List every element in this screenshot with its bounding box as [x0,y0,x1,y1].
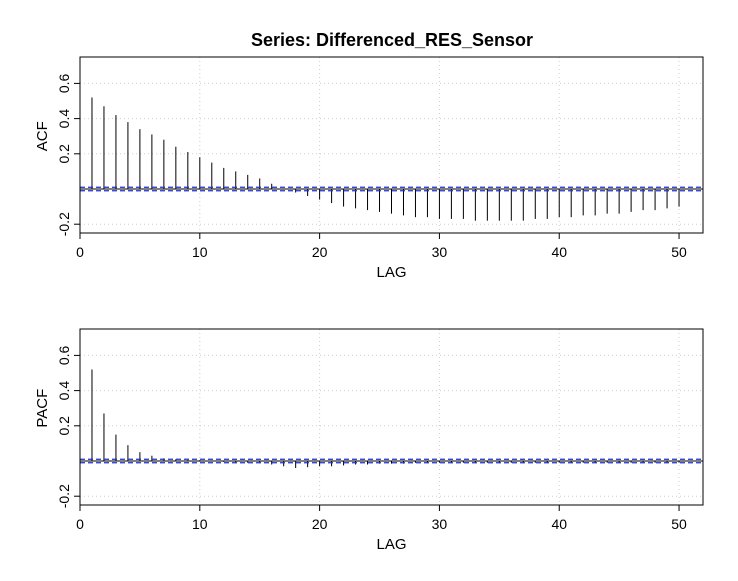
acf-y-tick-label: 0.4 [56,109,72,129]
acf-plot-frame [79,56,704,234]
acf-panel: 0 10 20 30 40 50 -0.2 0.2 0.4 0.6 LAG ACF [34,56,704,281]
acf-x-tick-label: 40 [551,244,567,260]
pacf-x-tick-label: 20 [312,516,328,532]
pacf-x-tick-label: 40 [551,516,567,532]
pacf-x-tick-label: 0 [76,516,84,532]
acf-y-axis-title: ACF [34,121,51,151]
pacf-y-tick-label: 0.6 [56,345,72,365]
pacf-plot-frame [79,328,704,506]
acf-x-tick-label: 20 [312,244,328,260]
pacf-y-tick-label: 0.4 [56,381,72,401]
acf-y-tick-label: 0.2 [56,144,72,164]
acf-x-axis-title: LAG [376,264,406,281]
pacf-x-tick-label: 10 [192,516,208,532]
pacf-y-tick-label: -0.2 [56,484,72,508]
acf-y-tick-label: -0.2 [56,212,72,236]
pacf-y-tick-label: 0.2 [56,416,72,436]
pacf-x-tick-label: 30 [432,516,448,532]
chart-title: Series: Differenced_RES_Sensor [251,30,533,50]
acf-x-tick-label: 0 [76,244,84,260]
acf-x-tick-label: 30 [432,244,448,260]
acf-x-tick-label: 50 [671,244,687,260]
pacf-panel: 0 10 20 30 40 50 -0.2 0.2 0.4 0.6 LAG PACF [34,328,704,553]
pacf-y-axis-title: PACF [34,389,51,428]
acf-x-tick-label: 10 [192,244,208,260]
pacf-x-tick-label: 50 [671,516,687,532]
pacf-x-axis-title: LAG [376,536,406,553]
acf-y-tick-label: 0.6 [56,73,72,93]
